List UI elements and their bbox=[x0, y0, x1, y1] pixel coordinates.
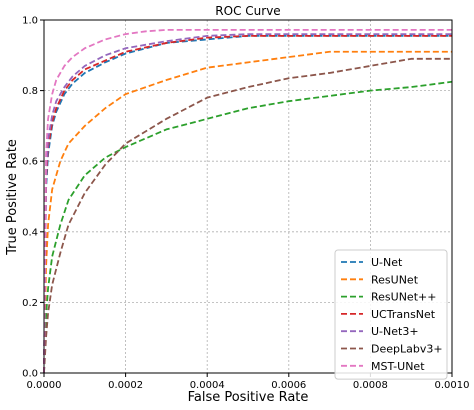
x-tick-label: 0.0010 bbox=[435, 380, 470, 391]
x-tick-label: 0.0006 bbox=[271, 380, 306, 391]
series-line-resunet- bbox=[43, 80, 453, 374]
plot-series bbox=[43, 28, 453, 374]
x-tick-label: 0.0002 bbox=[108, 380, 143, 391]
legend-label: ResUNet++ bbox=[371, 291, 436, 304]
legend-label: DeepLabv3+ bbox=[371, 343, 443, 356]
legend-label: UCTransNet bbox=[371, 308, 436, 321]
axis-ticks: 0.0000 0.0002 0.0004 0.0006 0.0008 0.0010 0.0 0… bbox=[22, 16, 469, 392]
x-axis-label: False Positive Rate bbox=[188, 390, 309, 405]
legend-box bbox=[334, 249, 448, 380]
legend-label: ResUNet bbox=[371, 273, 419, 286]
plot-frame bbox=[43, 19, 453, 374]
series-line-mst-unet bbox=[43, 28, 452, 374]
series-line-uctransnet bbox=[43, 34, 452, 374]
legend-label: U-Net bbox=[371, 256, 403, 269]
y-tick-label: 1.0 bbox=[22, 16, 38, 27]
x-tick-label: 0.0000 bbox=[27, 380, 62, 391]
y-tick-label: 0.0 bbox=[22, 369, 38, 380]
chart-title: ROC Curve bbox=[215, 4, 280, 18]
legend: U-Net ResUNet ResUNet++ UCTransNet U-Net3+ De… bbox=[334, 249, 448, 380]
x-tick-label: 0.0004 bbox=[190, 380, 225, 391]
y-tick-label: 0.8 bbox=[22, 86, 38, 97]
legend-label: MST-UNet bbox=[371, 360, 425, 373]
series-line-resunet bbox=[43, 50, 452, 374]
series-line-u-net bbox=[43, 34, 452, 374]
legend-label: U-Net3+ bbox=[371, 325, 419, 338]
y-tick-label: 0.6 bbox=[22, 157, 38, 168]
y-tick-label: 0.4 bbox=[22, 227, 38, 238]
x-tick-label: 0.0008 bbox=[353, 380, 388, 391]
y-tick-label: 0.2 bbox=[22, 298, 38, 309]
series-line-u-net3- bbox=[43, 33, 452, 374]
y-axis-label: True Positive Rate bbox=[5, 139, 20, 256]
